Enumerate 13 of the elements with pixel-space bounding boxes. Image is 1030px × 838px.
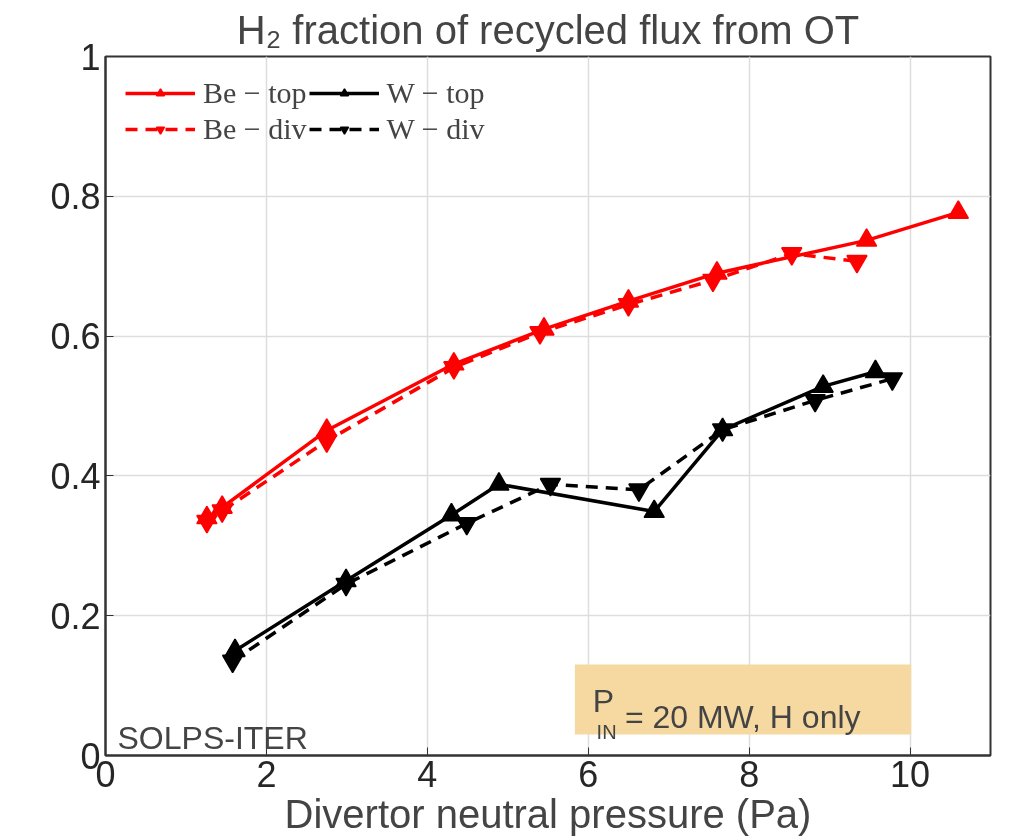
y-tick-label: 0.8 (50, 176, 101, 218)
y-tick-label: 0.4 (50, 455, 101, 497)
x-tick-label: 2 (256, 753, 277, 795)
legend-label: W − top (386, 76, 485, 110)
legend-label: Be − div (203, 112, 307, 146)
y-tick-label: 0.2 (50, 595, 101, 637)
legend-label: W − div (386, 112, 485, 146)
y-tick-label: 1 (80, 36, 101, 78)
x-tick-label: 10 (890, 753, 931, 795)
y-tick-label: 0.6 (50, 316, 101, 358)
chart-title: H₂ fraction of recycled flux from OT (236, 7, 860, 52)
legend-label: Be − top (203, 76, 307, 110)
annotation: SOLPS-ITER (117, 719, 308, 756)
